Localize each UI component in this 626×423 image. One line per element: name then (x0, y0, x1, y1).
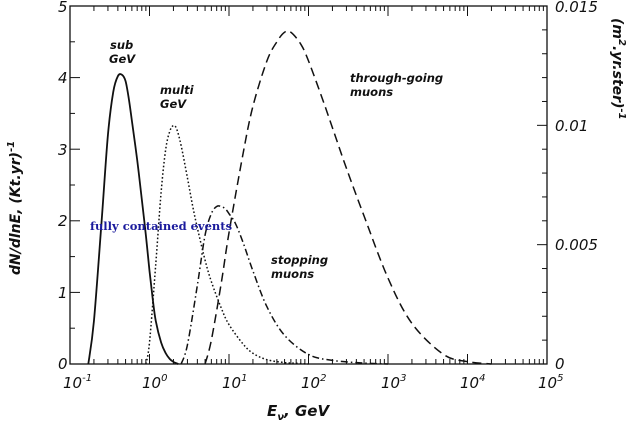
annotation-through-going-line2: muons (350, 85, 393, 99)
y-tick-label-3: 3 (58, 141, 68, 159)
curve-sub-gev (87, 73, 179, 365)
svg-text:102: 102 (301, 373, 326, 392)
x-tick-label-0: 10-1 (63, 373, 92, 392)
y2-tick-label-0.01: 0.01 (555, 117, 588, 135)
axis-ticks (69, 5, 548, 365)
annotation-fully-contained: fully contained events (90, 219, 232, 233)
svg-text:105: 105 (538, 373, 563, 392)
annotation-multi-gev-line2: GeV (160, 97, 187, 111)
svg-text:104: 104 (460, 373, 485, 392)
y2-tick-label-0.005: 0.005 (555, 236, 598, 254)
x-tick-label-3: 102 (301, 373, 326, 392)
x-tick-label-1: 100 (142, 373, 167, 392)
svg-text:10-1: 10-1 (63, 373, 92, 392)
curve-through-going (204, 30, 492, 365)
x-tick-label-4: 103 (381, 373, 406, 392)
y-axis-label: dN/dlnE, (Kt.yr)-1 (6, 141, 24, 275)
svg-text:101: 101 (222, 373, 247, 392)
y2-axis-label: (m2.yr.ster)-1 (609, 18, 626, 120)
annotation-sub-gev-line1: sub (110, 38, 133, 52)
y-tick-label-2: 2 (58, 212, 68, 230)
annotation-stopping-line1: stopping (271, 253, 328, 267)
y-tick-label-4: 4 (58, 69, 68, 87)
x-tick-label-5: 104 (460, 373, 485, 392)
y-tick-label-5: 5 (58, 0, 68, 16)
y-tick-label-0: 0 (58, 355, 68, 373)
svg-text:100: 100 (142, 373, 167, 392)
x-axis-label: Eν, GeV (267, 402, 330, 423)
annotation-stopping-line2: muons (271, 267, 314, 281)
y-tick-label-1: 1 (58, 284, 68, 302)
annotation-multi-gev-line1: multi (160, 83, 195, 97)
x-tick-label-2: 101 (222, 373, 247, 392)
y2-tick-label-0: 0 (555, 355, 565, 373)
x-tick-label-6: 105 (538, 373, 563, 392)
curve-multi-gev (145, 124, 309, 365)
svg-text:103: 103 (381, 373, 406, 392)
annotation-sub-gev-line2: GeV (109, 52, 136, 66)
y2-tick-label-0.015: 0.015 (555, 0, 598, 16)
curves-group (87, 30, 492, 365)
annotation-through-going-line1: through-going (350, 71, 443, 85)
